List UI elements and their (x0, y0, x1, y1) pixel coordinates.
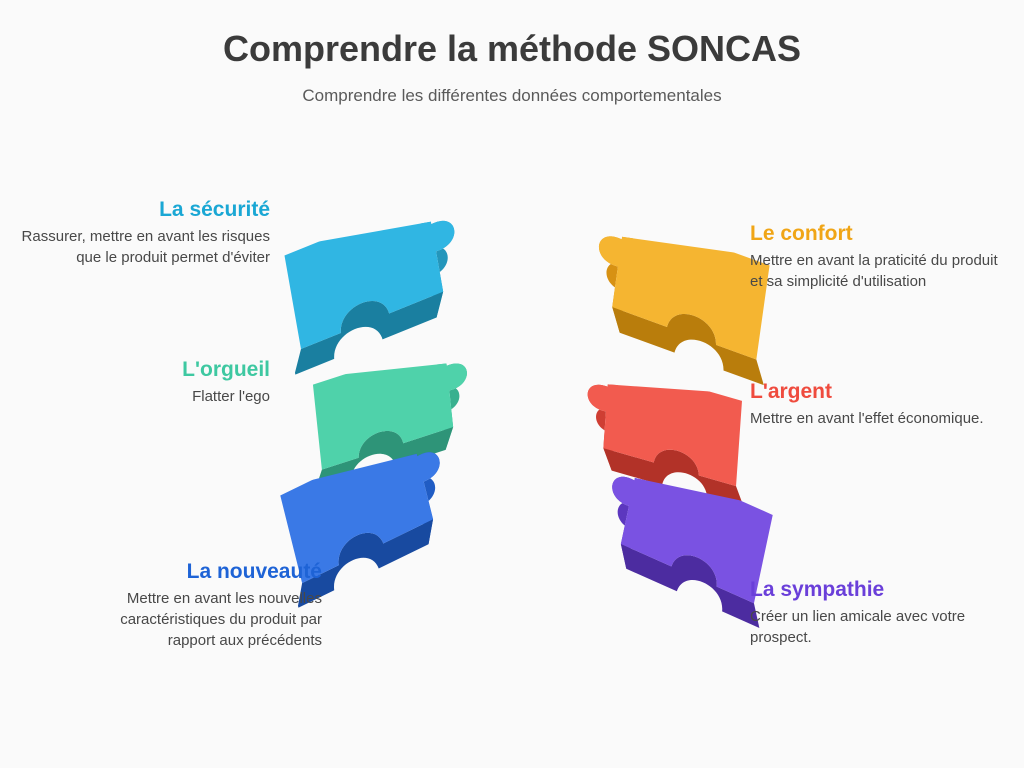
page-title: Comprendre la méthode SONCAS (0, 0, 1024, 70)
item-heading-nouveaute: La nouveauté (72, 560, 322, 584)
item-body-orgueil: Flatter l'ego (20, 386, 270, 407)
item-securite: La sécurité Rassurer, mettre en avant les… (20, 198, 270, 268)
item-sympathie: La sympathie Créer un lien amicale avec v… (750, 578, 1000, 648)
item-confort: Le confort Mettre en avant la praticité d… (750, 222, 1000, 292)
item-heading-argent: L'argent (750, 380, 1000, 404)
item-body-nouveaute: Mettre en avant les nouvelles caractéris… (72, 588, 322, 651)
item-argent: L'argent Mettre en avant l'effet économiq… (750, 380, 1000, 429)
item-heading-sympathie: La sympathie (750, 578, 1000, 602)
item-body-confort: Mettre en avant la praticité du produit … (750, 250, 1000, 292)
item-body-securite: Rassurer, mettre en avant les risques qu… (20, 226, 270, 268)
item-heading-orgueil: L'orgueil (20, 358, 270, 382)
item-body-argent: Mettre en avant l'effet économique. (750, 408, 1000, 429)
item-orgueil: L'orgueil Flatter l'ego (20, 358, 270, 407)
item-nouveaute: La nouveauté Mettre en avant les nouvelle… (72, 560, 322, 651)
item-heading-confort: Le confort (750, 222, 1000, 246)
item-body-sympathie: Créer un lien amicale avec votre prospec… (750, 606, 1000, 648)
item-heading-securite: La sécurité (20, 198, 270, 222)
page-subtitle: Comprendre les différentes données compo… (282, 84, 742, 109)
